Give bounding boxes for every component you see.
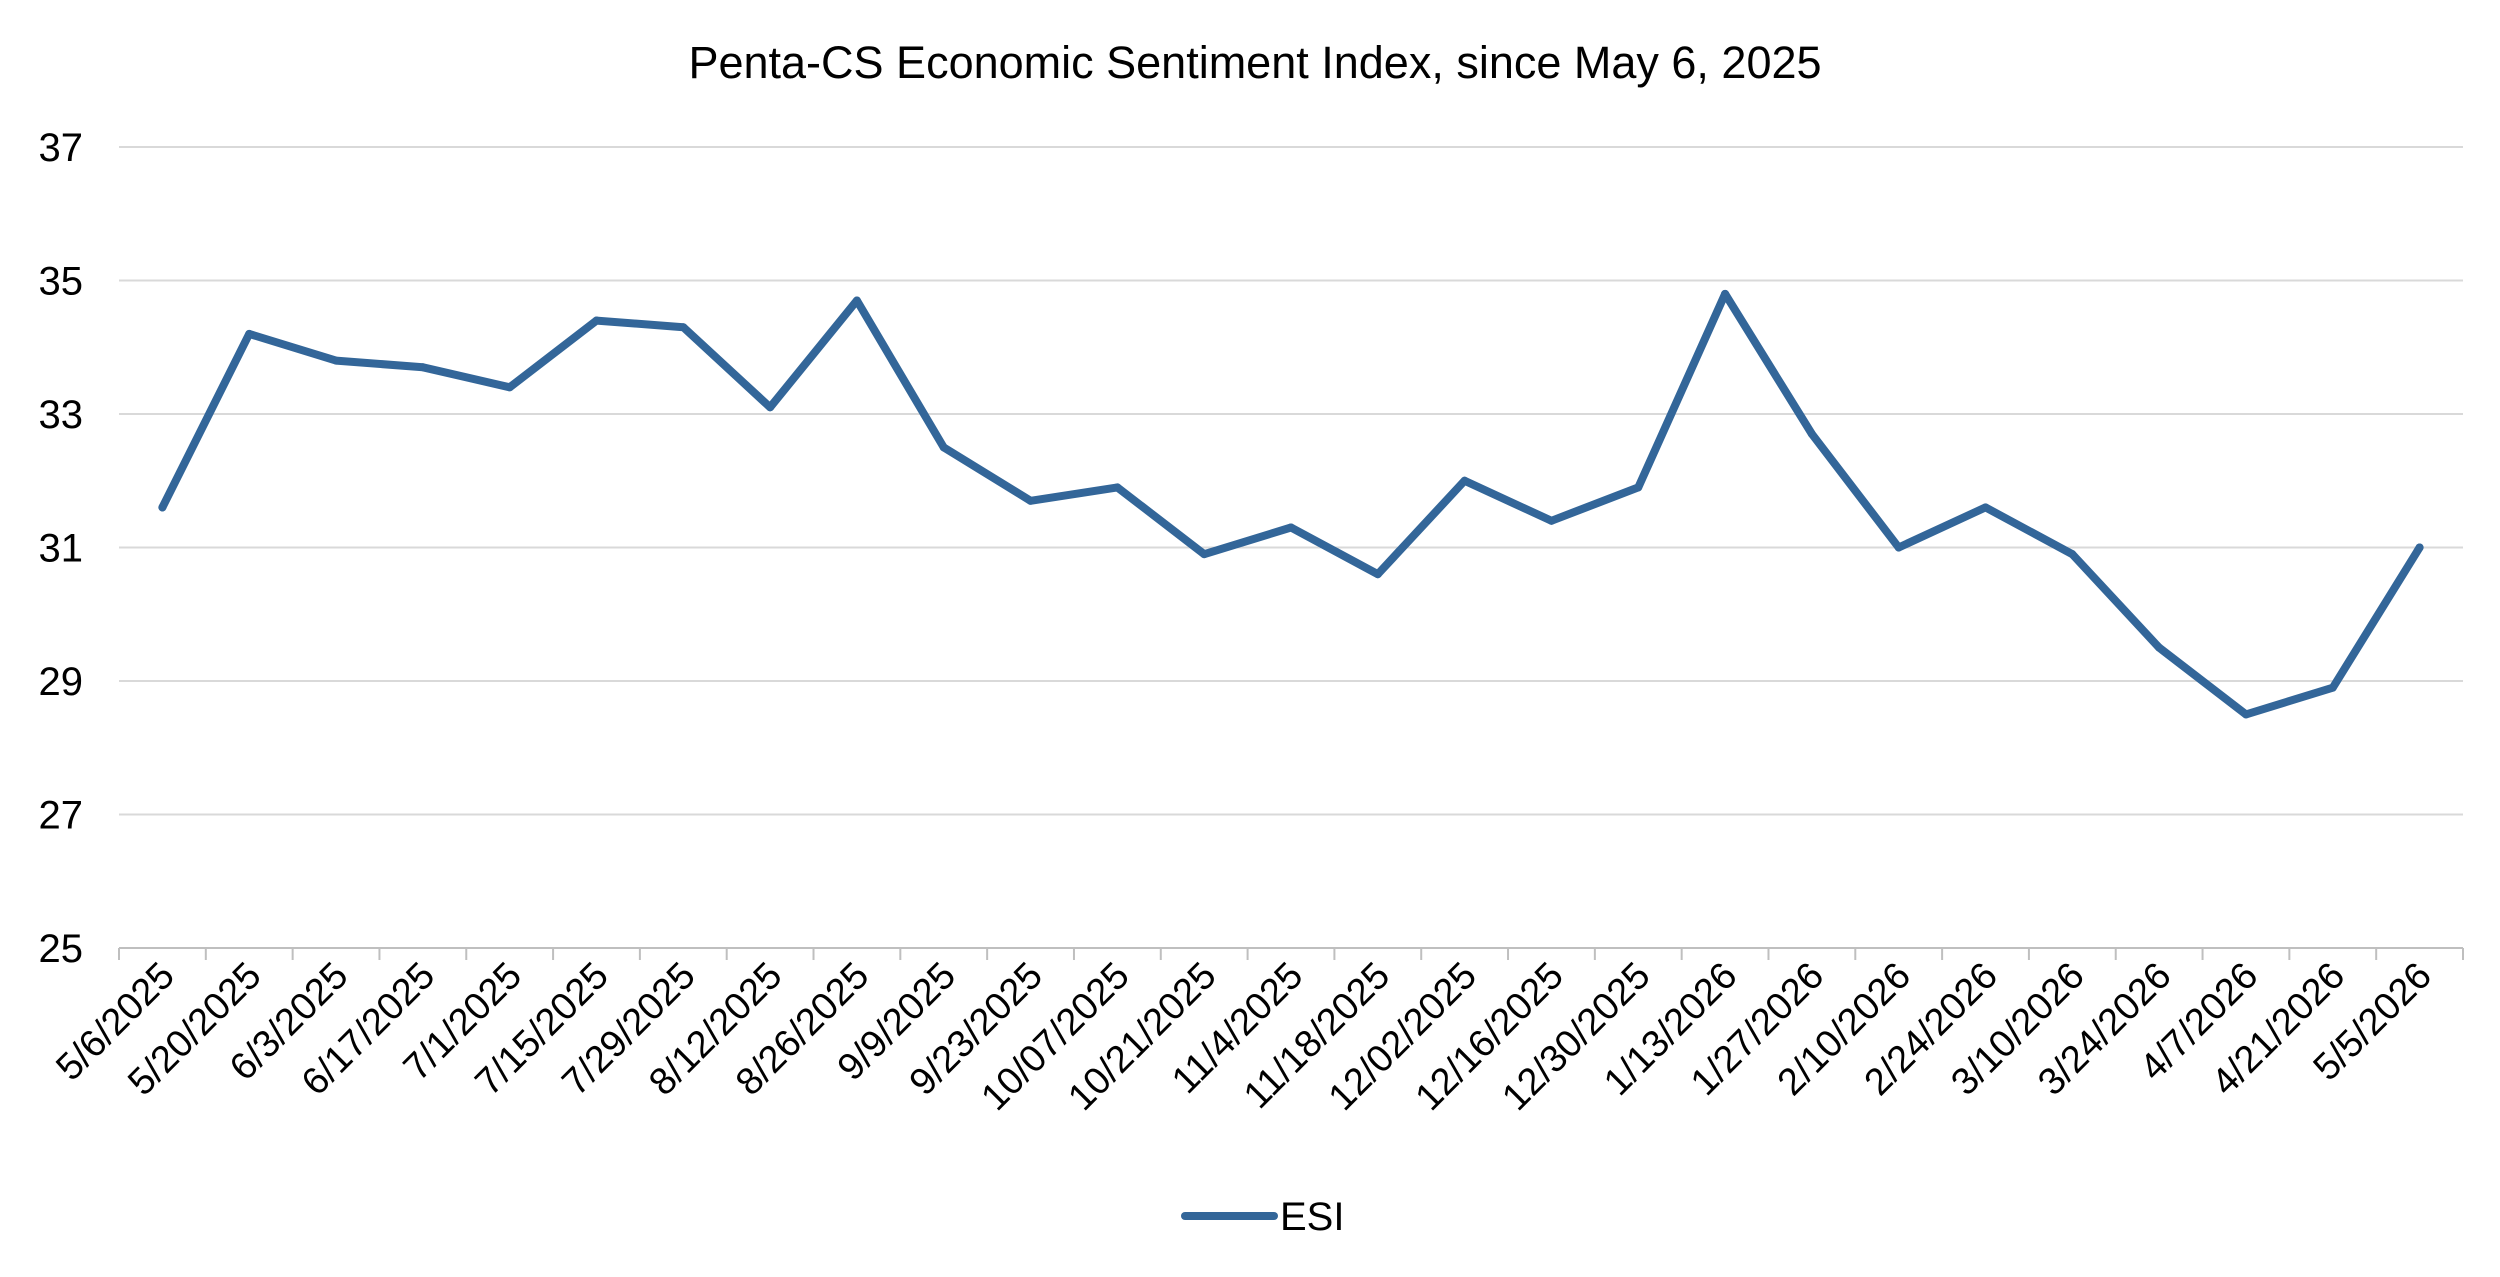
legend-label-esi: ESI (1280, 1195, 1344, 1239)
data-point (1721, 289, 1730, 298)
data-point (1373, 570, 1382, 579)
data-point (1894, 543, 1903, 552)
y-tick-label: 25 (39, 927, 84, 971)
data-point (2328, 683, 2337, 692)
data-point (592, 316, 601, 325)
y-tick-label: 27 (39, 794, 84, 838)
data-point (2415, 543, 2424, 552)
data-point (852, 296, 861, 305)
data-point (1113, 483, 1122, 492)
chart-title: Penta-CS Economic Sentiment Index, since… (688, 37, 1821, 88)
data-point (332, 356, 341, 365)
series-layer (158, 289, 2424, 719)
data-point (939, 443, 948, 452)
data-point (418, 363, 427, 372)
data-point (158, 503, 167, 512)
data-point (1547, 516, 1556, 525)
y-tick-label: 35 (39, 260, 84, 304)
data-point (1807, 430, 1816, 439)
data-point (505, 383, 514, 392)
y-tick-label: 31 (39, 527, 84, 571)
data-point (1981, 503, 1990, 512)
series-line-esi (158, 289, 2424, 719)
data-point (1200, 550, 1209, 559)
y-axis: 25 27 29 31 33 35 37 (39, 126, 84, 971)
data-point (1634, 483, 1643, 492)
data-point (2241, 710, 2250, 719)
data-point (1026, 496, 1035, 505)
x-axis: 5/6/20255/20/20256/3/20256/17/20257/1/20… (48, 947, 2464, 1119)
data-point (1287, 523, 1295, 532)
y-tick-label: 37 (39, 126, 84, 170)
data-point (2155, 643, 2164, 652)
data-point (766, 403, 775, 412)
y-tick-label: 29 (39, 660, 84, 704)
data-point (2068, 550, 2077, 559)
data-point (1460, 476, 1469, 485)
legend: ESI (1181, 1195, 1344, 1239)
data-point (245, 329, 254, 338)
data-point (679, 323, 688, 332)
y-tick-label: 33 (39, 393, 84, 437)
gridlines (119, 146, 2463, 816)
